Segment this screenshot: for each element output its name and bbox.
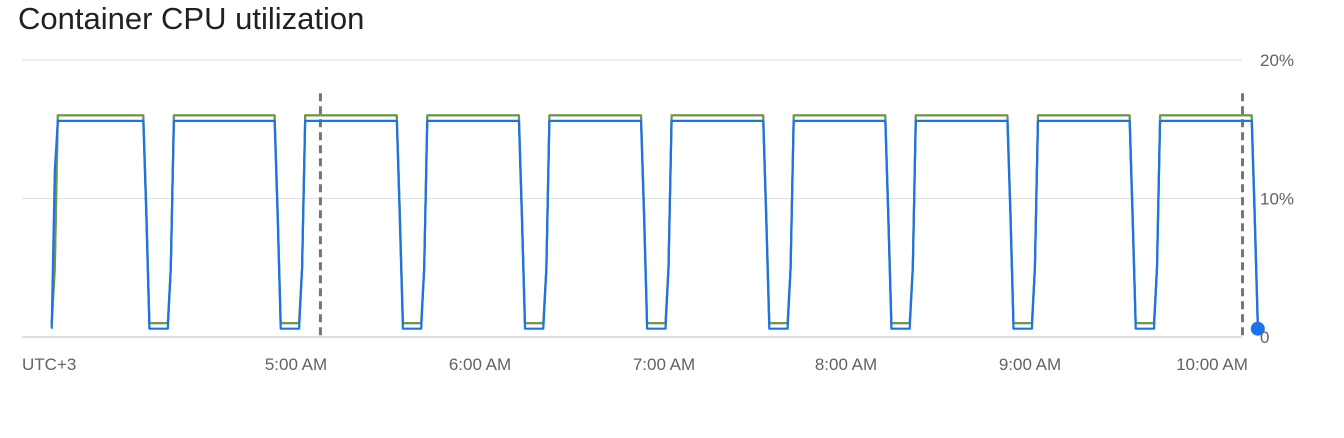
series-line-1 bbox=[50, 114, 1259, 325]
x-tick-label: 5:00 AM bbox=[265, 355, 327, 374]
last-value-point[interactable] bbox=[1250, 321, 1265, 336]
x-tick-label: 10:00 AM bbox=[1176, 355, 1248, 374]
x-tick-label: 7:00 AM bbox=[633, 355, 695, 374]
x-tick-label: 8:00 AM bbox=[815, 355, 877, 374]
x-tick-label: 9:00 AM bbox=[999, 355, 1061, 374]
y-tick-label: 20% bbox=[1260, 51, 1294, 70]
y-tick-label: 0 bbox=[1260, 328, 1269, 347]
timezone-label: UTC+3 bbox=[22, 355, 76, 374]
y-tick-label: 10% bbox=[1260, 190, 1294, 209]
series-line-2 bbox=[50, 114, 1259, 325]
series-line-3 bbox=[50, 119, 1259, 330]
x-tick-label: 6:00 AM bbox=[449, 355, 511, 374]
chart-title: Container CPU utilization bbox=[18, 1, 365, 36]
